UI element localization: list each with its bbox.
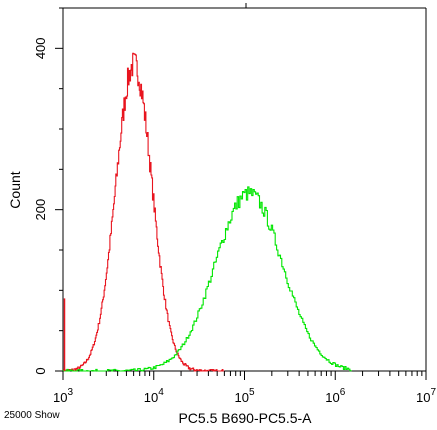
- x-tick-label: 107: [416, 387, 436, 405]
- series-1-line: [62, 186, 352, 372]
- y-tick-label: 400: [33, 37, 48, 59]
- y-tick-label: 200: [33, 199, 48, 221]
- x-axis-ticks: 103 104 105 106 107: [53, 371, 436, 405]
- x-axis-title: PC5.5 B690-PC5.5-A: [178, 410, 312, 426]
- footnote-label: 25000 Show: [4, 410, 60, 421]
- series-layer: [62, 52, 352, 372]
- y-axis-title: Count: [7, 171, 23, 208]
- x-tick-label: 105: [234, 387, 254, 405]
- x-tick-label: 104: [144, 387, 164, 405]
- x-tick-label: 103: [53, 387, 73, 405]
- y-axis-ticks: 0 200 400: [33, 7, 63, 375]
- y-tick-label: 0: [33, 367, 48, 374]
- plot-frame: [62, 3, 427, 372]
- series-0-line: [63, 52, 225, 372]
- x-tick-label: 106: [325, 387, 345, 405]
